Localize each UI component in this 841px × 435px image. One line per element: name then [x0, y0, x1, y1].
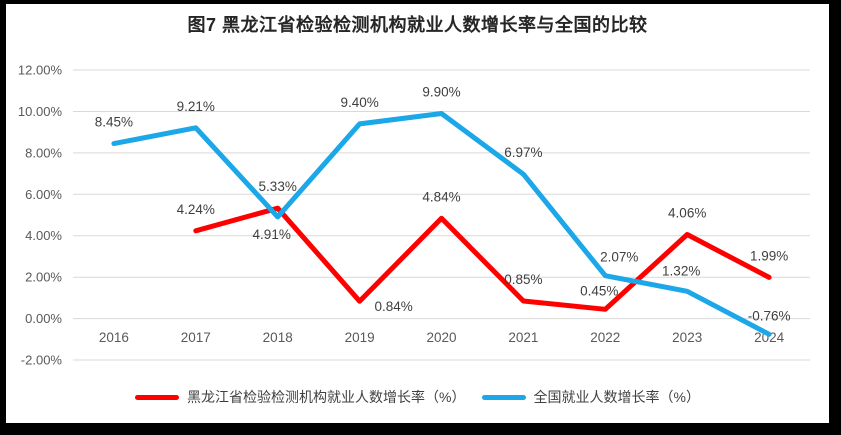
x-axis-tick-label: 2016 — [99, 330, 129, 345]
chart-legend: 黑龙江省检验检测机构就业人数增长率（%） 全国就业人数增长率（%） — [6, 387, 829, 407]
data-label-national: 9.90% — [422, 85, 460, 100]
legend-item-national: 全国就业人数增长率（%） — [481, 387, 700, 407]
series-line-national — [111, 111, 772, 337]
legend-swatch-national — [481, 394, 526, 400]
data-label-national: 9.40% — [340, 95, 378, 110]
data-label-national: 2.07% — [600, 250, 638, 265]
data-label-heilongjiang: 0.85% — [504, 272, 542, 287]
legend-label-heilongjiang: 黑龙江省检验检测机构就业人数增长率（%） — [187, 389, 466, 405]
legend-label-national: 全国就业人数增长率（%） — [533, 389, 700, 405]
x-axis-tick-label: 2022 — [590, 330, 620, 345]
x-axis-tick-label: 2023 — [672, 330, 702, 345]
x-axis-tick-label: 2021 — [508, 330, 538, 345]
legend-swatch-heilongjiang — [135, 394, 180, 400]
data-label-national: 9.21% — [177, 99, 215, 114]
data-label-national: 8.45% — [95, 115, 133, 130]
x-axis-tick-label: 2019 — [345, 330, 375, 345]
x-axis-tick-label: 2024 — [754, 330, 785, 345]
data-label-heilongjiang: 4.06% — [668, 206, 706, 221]
x-axis-tick-label: 2018 — [263, 330, 293, 345]
y-axis-tick-label: 6.00% — [25, 187, 62, 202]
y-axis-tick-label: -2.00% — [21, 353, 63, 368]
y-axis-tick-label: 8.00% — [25, 145, 62, 160]
data-label-heilongjiang: 1.99% — [750, 248, 788, 263]
data-label-national: 1.32% — [662, 263, 700, 278]
data-label-national: 4.91% — [253, 227, 291, 242]
line-chart-canvas: 12.00% 10.00% 8.00% 6.00% 4.00% 2.00% 0.00% -2.… — [18, 63, 810, 368]
data-label-national: -0.76% — [748, 308, 791, 323]
data-label-heilongjiang: 0.45% — [580, 283, 618, 298]
chart-title: 图7 黑龙江省检验检测机构就业人数增长率与全国的比较 — [187, 15, 648, 35]
data-label-heilongjiang: 4.24% — [177, 202, 215, 217]
y-axis-tick-label: 12.00% — [18, 63, 63, 78]
y-axis-tick-label: 10.00% — [18, 104, 63, 119]
data-label-heilongjiang: 4.84% — [422, 189, 460, 204]
y-axis-tick-label: 2.00% — [25, 270, 62, 285]
data-label-heilongjiang: 0.84% — [374, 299, 412, 314]
y-axis-tick-label: 4.00% — [25, 228, 62, 243]
x-axis-tick-label: 2020 — [426, 330, 456, 345]
legend-item-heilongjiang: 黑龙江省检验检测机构就业人数增长率（%） — [135, 387, 466, 407]
y-axis-tick-label: 0.00% — [25, 311, 62, 326]
data-label-heilongjiang: 5.33% — [259, 179, 297, 194]
data-label-national: 6.97% — [504, 145, 542, 160]
x-axis-tick-label: 2017 — [181, 330, 211, 345]
series-line-heilongjiang — [193, 205, 772, 312]
